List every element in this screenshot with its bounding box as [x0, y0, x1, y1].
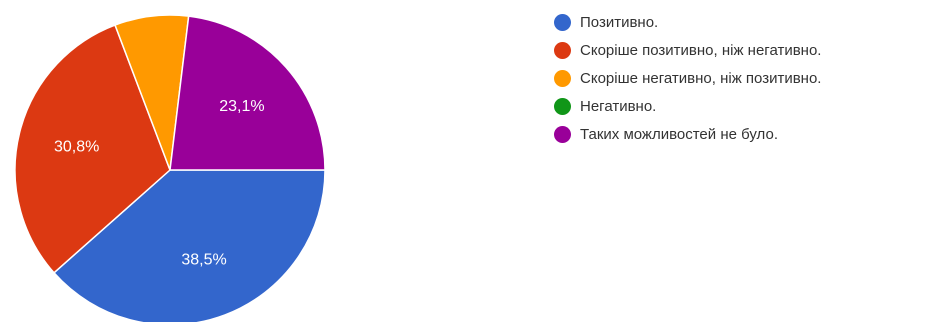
legend-swatch [554, 69, 571, 87]
legend-label: Скоріше позитивно, ніж негативно. [580, 41, 822, 59]
legend-item-1: Позитивно. [554, 8, 821, 36]
legend-swatch [554, 41, 571, 59]
slice-data-label-1: 38,5% [181, 251, 226, 268]
chart-legend: Позитивно. Скоріше позитивно, ніж негатив… [554, 8, 821, 148]
pie-slice-2 [14, 24, 171, 274]
legend-label: Позитивно. [580, 13, 659, 31]
legend-label: Таких можливостей не було. [580, 125, 778, 143]
legend-label: Негативно. [580, 97, 657, 115]
pie-slice-1 [52, 169, 326, 322]
legend-item-4: Негативно. [554, 92, 821, 120]
pie-chart-svg: 38,5% 30,8% 23,1% [14, 14, 326, 322]
legend-swatch [554, 97, 571, 115]
legend-swatch [554, 125, 571, 143]
legend-label: Скоріше негативно, ніж позитивно. [580, 69, 822, 87]
slice-data-label-5: 23,1% [219, 98, 264, 115]
legend-item-3: Скоріше негативно, ніж позитивно. [554, 64, 821, 92]
legend-swatch [554, 13, 571, 31]
legend-item-2: Скоріше позитивно, ніж негативно. [554, 36, 821, 64]
slice-data-label-2: 30,8% [54, 139, 99, 156]
pie-slice-5 [169, 15, 326, 171]
legend-item-5: Таких можливостей не було. [554, 120, 821, 148]
